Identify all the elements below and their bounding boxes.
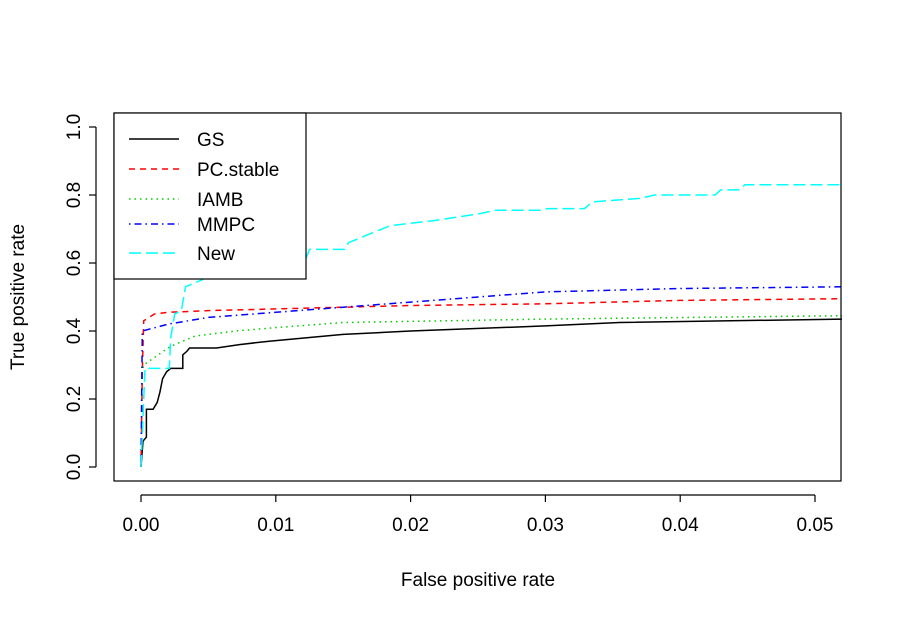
- y-tick-label: 0.4: [64, 317, 85, 344]
- legend-label-pc-stable: PC.stable: [197, 160, 279, 181]
- series-line-pc-stable: [140, 297, 843, 468]
- x-tick-label: 0.03: [527, 515, 564, 536]
- plot-frame: [113, 112, 842, 482]
- x-axis-label: False positive rate: [401, 570, 555, 591]
- legend-label-iamb: IAMB: [197, 190, 243, 211]
- legend-label-mmpc: MMPC: [197, 215, 255, 236]
- series-line-iamb: [140, 314, 843, 468]
- series-line-new: [140, 184, 842, 468]
- y-tick-label: 0.6: [64, 250, 85, 276]
- y-tick-label: 0.2: [64, 386, 85, 412]
- legend-box: [113, 112, 307, 280]
- x-axis: 0.00 0.01 0.02 0.03 0.04 0.05: [123, 494, 834, 536]
- x-tick-label: 0.00: [123, 515, 160, 536]
- legend-label-new: New: [197, 244, 235, 265]
- y-tick-label: 0.0: [64, 454, 85, 480]
- legend: GS PC.stable IAMB MMPC New: [113, 112, 307, 280]
- x-tick-label: 0.04: [662, 515, 699, 536]
- series-line-gs: [140, 318, 843, 468]
- y-tick-label: 0.8: [64, 182, 85, 208]
- x-tick-label: 0.05: [797, 515, 834, 536]
- y-axis-label: True positive rate: [8, 224, 29, 370]
- x-tick-label: 0.01: [257, 515, 294, 536]
- x-tick-label: 0.02: [392, 515, 429, 536]
- legend-label-gs: GS: [197, 130, 224, 151]
- y-tick-label: 1.0: [64, 114, 85, 140]
- y-axis: 0.0 0.2 0.4 0.6 0.8 1.0: [64, 114, 97, 480]
- series-line-mmpc: [140, 286, 843, 468]
